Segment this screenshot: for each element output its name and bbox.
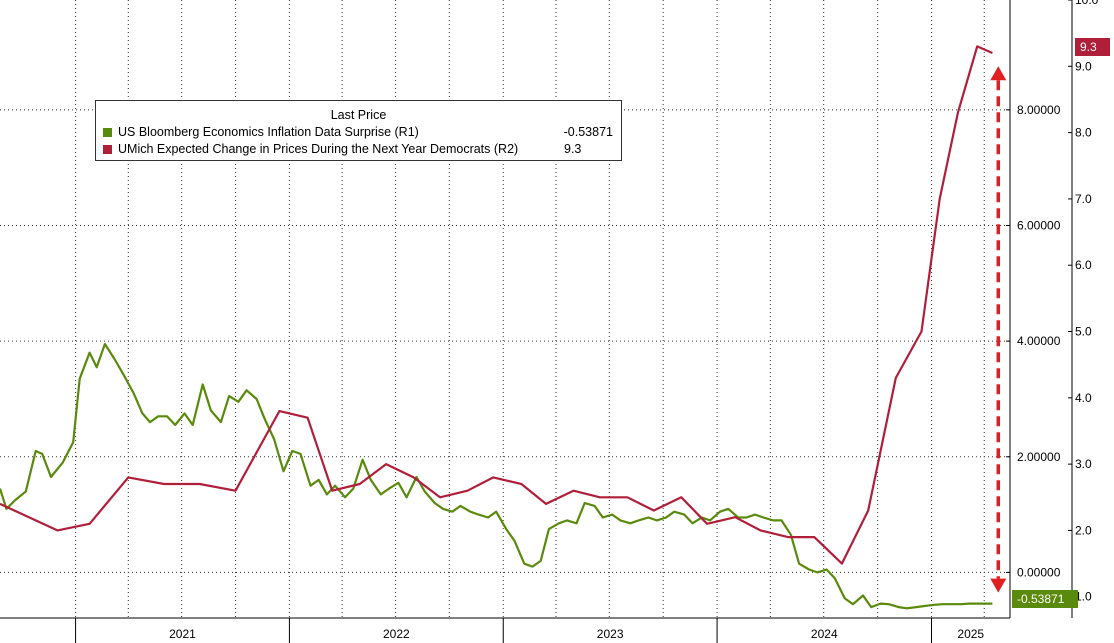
last-value-tag-r2: 9.3 (1075, 38, 1110, 56)
r1-tick-label: 0.00000 (1017, 565, 1061, 579)
legend-header: Last Price (330, 108, 387, 122)
x-tick-label: 2023 (597, 627, 624, 641)
r1-tick-label: 8.00000 (1017, 103, 1061, 117)
legend-name-r1: US Bloomberg Economics Inflation Data Su… (118, 125, 419, 139)
annotation-arrow (990, 66, 1007, 593)
r2-tick-label: 6.0 (1075, 258, 1092, 272)
series-line-r1 (0, 342, 993, 610)
legend-swatch-r2 (103, 145, 112, 154)
legend: Last Price US Bloomberg Economics Inflat… (95, 100, 622, 161)
r2-tick-label: 7.0 (1075, 192, 1092, 206)
grid-lines (0, 0, 1010, 618)
series-lines (0, 45, 993, 610)
x-axis: 2021 2022 2023 2024 2025 (0, 617, 1010, 643)
x-tick-label: 2021 (169, 627, 196, 641)
x-tick-label: 2024 (811, 627, 838, 641)
r2-tick-label: 1.0 (1075, 590, 1092, 604)
r2-tick-label: 8.0 (1075, 126, 1092, 140)
r2-tick-label: 4.0 (1075, 391, 1092, 405)
annotation-arrowhead-up (990, 66, 1007, 81)
r2-tick-label: 2.0 (1075, 523, 1092, 537)
r2-tick-label: 5.0 (1075, 325, 1092, 339)
r2-tick-label: 9.0 (1075, 59, 1092, 73)
legend-name-r2: UMich Expected Change in Prices During t… (118, 142, 519, 156)
r1-tick-label: 2.00000 (1017, 450, 1061, 464)
legend-swatch-r1 (103, 128, 112, 137)
legend-entry-r2: UMich Expected Change in Prices During t… (103, 142, 613, 158)
r2-tick-label: 10.0 (1075, 0, 1099, 7)
r1-tick-label: 4.00000 (1017, 334, 1061, 348)
x-tick-label: 2025 (957, 627, 984, 641)
last-value-tag-r1: -0.53871 (1012, 590, 1078, 608)
r2-tick-label: 3.0 (1075, 457, 1092, 471)
r1-tick-label: 6.00000 (1017, 218, 1061, 232)
legend-value-r1: -0.53871 (563, 125, 613, 139)
legend-entry-r1: US Bloomberg Economics Inflation Data Su… (103, 125, 613, 141)
right-value-axis: 1.0 2.0 3.0 4.0 5.0 6.0 7.0 8.0 9.0 10.0 (1068, 0, 1099, 618)
left-value-axis: 0.00000 2.00000 4.00000 6.00000 8.00000 (1006, 0, 1061, 618)
legend-value-r2: 9.3 (564, 142, 582, 156)
x-tick-label: 2022 (383, 627, 410, 641)
series-line-r2 (0, 45, 993, 565)
annotation-arrowhead-down (990, 578, 1007, 593)
